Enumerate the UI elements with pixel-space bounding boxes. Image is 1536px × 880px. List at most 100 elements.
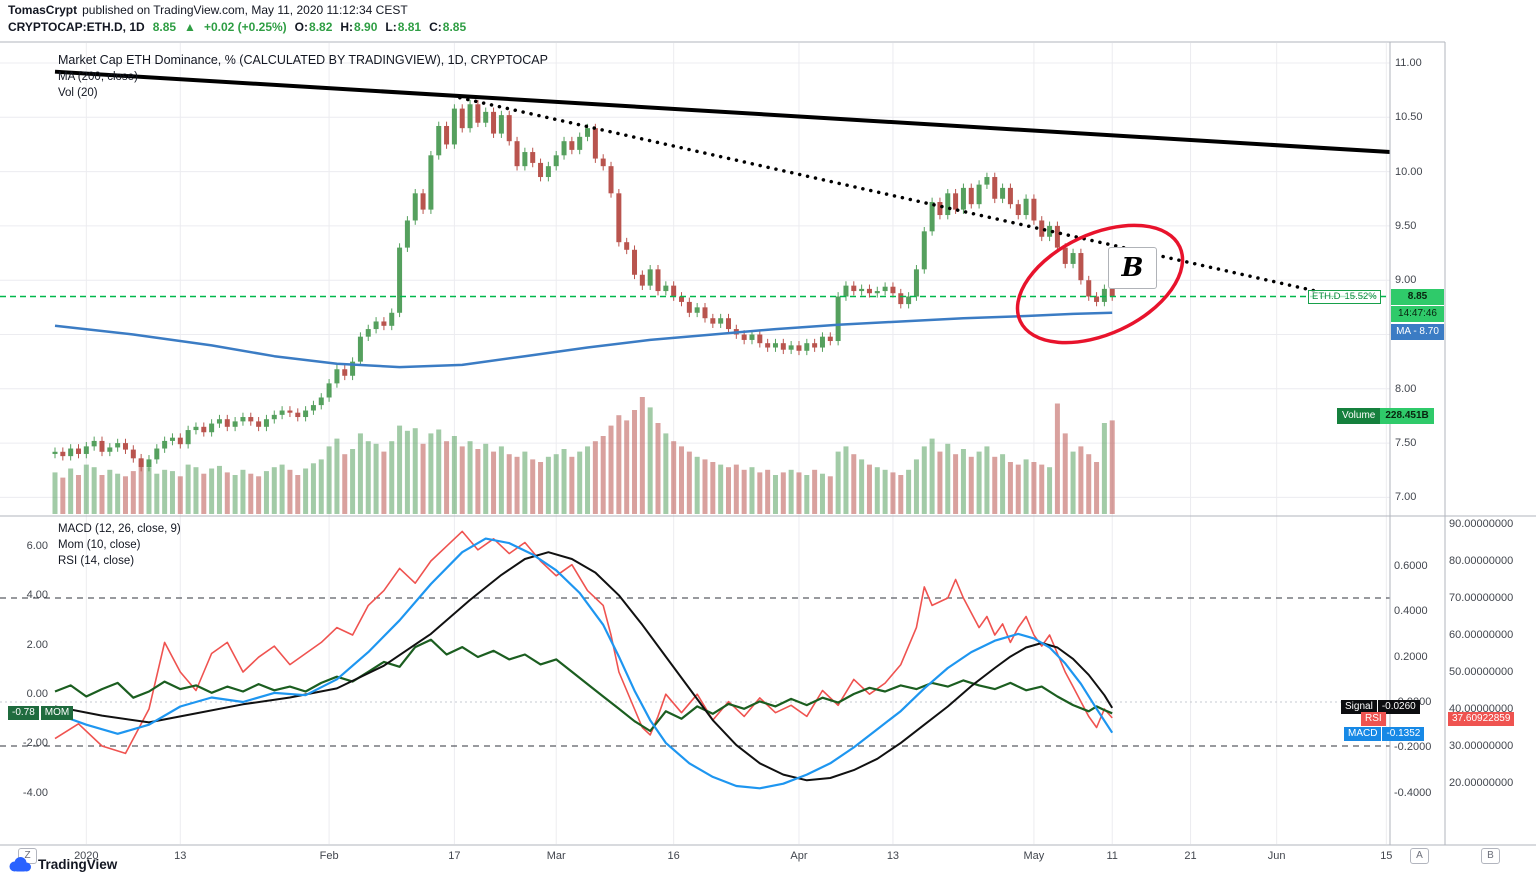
time-axis-label: 11 <box>1106 850 1118 862</box>
ma-legend[interactable]: MA (200, close) <box>58 71 138 83</box>
open-value: 8.82 <box>309 20 333 34</box>
price-axis-label: 8.00 <box>1395 382 1417 395</box>
countdown-tag: 14:47:46 <box>1391 306 1444 322</box>
tradingview-brand[interactable]: TradingView <box>8 856 117 873</box>
macd-line <box>54 537 1114 790</box>
mom-axis-label: 0.00 <box>26 688 48 700</box>
pane-borders <box>0 41 1536 846</box>
mom-axis-label: 4.00 <box>26 589 48 602</box>
chart-title[interactable]: Market Cap ETH Dominance, % (CALCULATED … <box>58 53 548 67</box>
mom-legend[interactable]: Mom (10, close) <box>58 539 141 551</box>
low-value: 8.81 <box>397 20 422 34</box>
rsi-line <box>54 530 1113 755</box>
mom-axis-label: 6.00 <box>26 539 48 552</box>
time-axis-label: Jun <box>1267 850 1286 862</box>
signal-tag-label: Signal <box>1341 700 1377 714</box>
rsi-label-tag: RSI <box>1361 712 1386 726</box>
price-axis-label: 9.00 <box>1395 274 1417 287</box>
time-axis-label: 2020 <box>74 850 99 862</box>
macd-axis-label: 0.6000 <box>1394 559 1428 572</box>
signal-line <box>54 551 1114 782</box>
rsi-axis-label: 80.00000000 <box>1449 555 1514 567</box>
publish-info: published on TradingView.com, May 11, 20… <box>82 3 408 17</box>
price-axis-label: 7.50 <box>1395 437 1417 450</box>
high-pair: H: 8.90 <box>340 20 377 34</box>
rsi-value-tag: 37.60922859 <box>1448 712 1515 726</box>
low-pair: L: 8.81 <box>385 20 421 34</box>
time-axis-label: Mar <box>546 850 566 862</box>
price-axis-label: 7.00 <box>1395 491 1417 504</box>
price-axis-label: 11.00 <box>1395 57 1422 69</box>
symbol-info-bar: CRYPTOCAP:ETH.D, 1D 8.85 ▲ +0.02 (+0.25%… <box>8 20 466 34</box>
indicator-pane-legend: MACD (12, 26, close, 9) Mom (10, close) … <box>58 521 181 569</box>
gridlines <box>0 43 1390 844</box>
annotation-b-label[interactable]: B <box>1108 247 1157 289</box>
time-axis-label: 16 <box>667 850 680 862</box>
high-value: 8.90 <box>354 20 378 34</box>
time-axis-label: 13 <box>174 850 187 862</box>
time-axis-label: May <box>1023 850 1045 862</box>
macd-legend[interactable]: MACD (12, 26, close, 9) <box>58 523 181 535</box>
time-axis-label: 17 <box>448 850 461 862</box>
macd-axis-label: 0.2000 <box>1394 650 1428 663</box>
rsi-axis-label: 90.00000000 <box>1449 518 1514 530</box>
price-change: +0.02 (+0.25%) <box>203 20 287 34</box>
last-price: 8.85 <box>152 20 177 34</box>
change-arrow-icon: ▲ <box>184 20 196 34</box>
rsi-legend[interactable]: RSI (14, close) <box>58 555 135 567</box>
rsi-axis-label: 50.00000000 <box>1449 666 1514 678</box>
high-label: H: <box>340 20 354 34</box>
volume-tag: Volume 228.451B <box>1337 408 1434 424</box>
close-label: C: <box>429 20 442 34</box>
tradingview-logo-icon <box>9 857 31 872</box>
rsi-axis-label: 20.00000000 <box>1449 777 1514 789</box>
open-pair: O: 8.82 <box>295 20 333 34</box>
scale-b-button[interactable]: B <box>1481 848 1500 864</box>
price-pane-legend: Market Cap ETH Dominance, % (CALCULATED … <box>58 52 548 101</box>
rsi-axis-label: 60.00000000 <box>1449 629 1514 641</box>
mom-axis-label: 2.00 <box>26 638 48 651</box>
series-marker-symbol: ETH.D <box>1312 291 1341 302</box>
time-axis-label: Feb <box>319 850 339 862</box>
dotted-trendline[interactable] <box>458 96 1323 294</box>
highlight-ellipse[interactable] <box>999 201 1201 366</box>
mom-tag-value: -0.78 <box>8 706 39 720</box>
symbol-title[interactable]: CRYPTOCAP:ETH.D, 1D <box>8 20 145 34</box>
macd-tag-label: MACD <box>1344 727 1382 741</box>
mom-axis-label: -2.00 <box>22 737 48 750</box>
time-axis-label: 21 <box>1184 850 1197 862</box>
solid-trendline[interactable] <box>54 69 1391 155</box>
last-price-tag: 8.85 <box>1391 289 1444 305</box>
rsi-axis-label: 70.00000000 <box>1449 592 1514 604</box>
macd-tag-value: -0.1352 <box>1382 727 1425 741</box>
macd-axis-label: -0.2000 <box>1394 741 1432 754</box>
macd-axis-label: -0.4000 <box>1394 786 1432 799</box>
time-axis-label: 13 <box>886 850 900 862</box>
ma200-line <box>54 311 1113 369</box>
time-axis-label: Apr <box>790 850 808 862</box>
series-marker-value: 15.52% <box>1344 291 1377 302</box>
macd-axis-label: 0.4000 <box>1394 605 1428 618</box>
signal-value-tag: Signal -0.0260 <box>1341 700 1420 714</box>
publication-header: TomasCrypt published on TradingView.com, … <box>8 3 408 17</box>
volume-tag-value: 228.451B <box>1380 408 1434 424</box>
signal-tag-value: -0.0260 <box>1377 700 1420 714</box>
price-axis-label: 10.00 <box>1395 165 1423 178</box>
scale-a-button[interactable]: A <box>1410 848 1429 864</box>
close-value: 8.85 <box>442 20 467 34</box>
price-axis-label: 9.50 <box>1395 219 1417 232</box>
author-link[interactable]: TomasCrypt <box>8 3 78 17</box>
mom-line <box>54 638 1113 733</box>
brand-name: TradingView <box>38 857 118 872</box>
mom-tag-label: MOM <box>40 706 74 720</box>
vol-legend[interactable]: Vol (20) <box>58 87 98 99</box>
low-label: L: <box>385 20 397 34</box>
mom-value-tag: -0.78 MOM <box>8 706 74 720</box>
macd-value-tag: MACD -0.1352 <box>1344 727 1425 741</box>
